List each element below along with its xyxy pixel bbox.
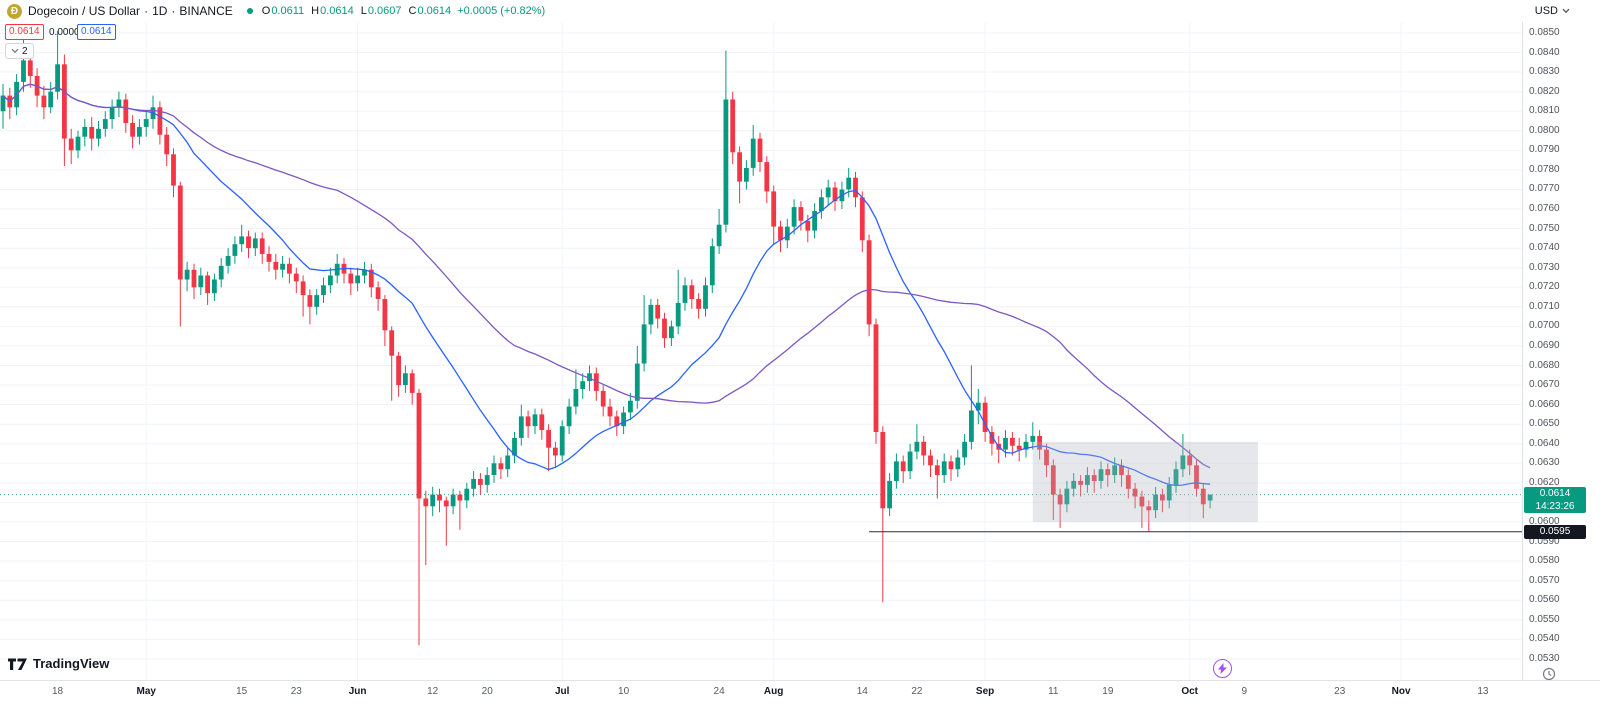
collapsed-indicators-chip[interactable]: 2 [5, 43, 34, 59]
time-axis[interactable]: 18 May 15 23 Jun 12 20 Jul 10 24 Aug 14 22 Sep 11 19 Oct… [0, 680, 1600, 710]
price-axis[interactable]: 0.0614 14:23:26 0.0595 0.0850 0.0840 0.083… [1522, 22, 1600, 680]
price-tick-label: 0.0810 [1529, 105, 1560, 117]
price-tick-label: 0.0790 [1529, 144, 1560, 156]
price-tick-label: 0.0590 [1529, 535, 1560, 547]
interval-label[interactable]: 1D [152, 4, 168, 18]
price-tick-label: 0.0850 [1529, 27, 1560, 38]
chevron-down-icon [11, 48, 19, 54]
price-tick-label: 0.0660 [1529, 398, 1560, 410]
last-price-value: 0.0614 [1539, 487, 1571, 499]
drawing-price-label-red[interactable]: 0.0614 [5, 24, 44, 40]
price-tick-label: 0.0570 [1529, 574, 1560, 586]
price-tick-label: 0.0650 [1529, 418, 1560, 430]
price-tick-label: 0.0640 [1529, 437, 1560, 449]
time-tick-label: 22 [911, 686, 923, 697]
time-tick-label: 23 [290, 686, 302, 697]
price-tick-label: 0.0770 [1529, 183, 1560, 195]
close-value: 0.0614 [417, 5, 452, 17]
support-price-label: 0.0595 [1524, 524, 1586, 539]
time-tick-label: Sep [975, 686, 995, 697]
time-tick-label: 11 [1048, 686, 1059, 697]
lightning-icon [1218, 663, 1227, 674]
time-tick-label: 24 [713, 686, 725, 697]
price-tick-label: 0.0700 [1529, 320, 1560, 332]
price-tick-label: 0.0780 [1529, 163, 1560, 175]
symbol-title[interactable]: Dogecoin / US Dollar [28, 4, 141, 18]
time-tick-label: 23 [1334, 686, 1346, 697]
dogecoin-icon: Ð [7, 3, 22, 19]
time-tick-label: Oct [1181, 686, 1198, 697]
price-tick-label: 0.0540 [1529, 633, 1560, 645]
close-label: C [408, 5, 417, 17]
price-tick-label: 0.0800 [1529, 124, 1560, 136]
time-tick-label: 14 [856, 686, 868, 697]
price-tick-label: 0.0710 [1529, 300, 1560, 312]
high-label: H [311, 5, 320, 17]
currency-label: USD [1534, 5, 1558, 17]
low-label: L [360, 5, 367, 17]
time-tick-label: 20 [481, 686, 493, 697]
high-value: 0.0614 [320, 5, 354, 17]
price-tick-label: 0.0670 [1529, 379, 1560, 391]
price-tick-label: 0.0820 [1529, 85, 1560, 97]
exchange-label[interactable]: BINANCE [179, 4, 233, 18]
price-tick-label: 0.0550 [1529, 613, 1560, 625]
time-tick-label: 15 [236, 686, 248, 697]
last-price-label: 0.0614 14:23:26 [1524, 486, 1586, 513]
countdown-timer: 14:23:26 [1535, 500, 1575, 512]
price-tick-label: 0.0680 [1529, 359, 1560, 371]
time-tick-label: Jun [348, 686, 367, 697]
time-tick-label: Jul [555, 686, 570, 697]
change-value: +0.0005 (+0.82%) [457, 5, 546, 17]
tv-logo-icon [8, 658, 27, 670]
brand-name: TradingView [33, 656, 110, 671]
time-tick-label: 12 [427, 686, 439, 697]
drawing-price-label-blue[interactable]: 0.0614 [77, 24, 116, 40]
separator-dot: · [171, 4, 176, 18]
price-tick-label: 0.0620 [1529, 476, 1560, 488]
open-label: O [261, 5, 271, 17]
price-tick-label: 0.0840 [1529, 46, 1560, 58]
time-tick-label: 18 [51, 686, 64, 697]
open-value: 0.0611 [271, 5, 305, 17]
tradingview-logo[interactable]: TradingView [8, 656, 109, 671]
price-tick-label: 0.0720 [1529, 281, 1560, 293]
price-tick-label: 0.0690 [1529, 339, 1560, 351]
ohlc-legend: O 0.0611 H 0.0614 L 0.0607 C 0.0614 +0.0005 … [255, 5, 545, 17]
currency-selector[interactable]: USD [1535, 5, 1570, 17]
drawing-value-label: 0.0000 [49, 27, 80, 38]
low-value: 0.0607 [367, 5, 402, 17]
chevron-down-icon [1562, 8, 1570, 14]
time-tick-label: 19 [1102, 686, 1114, 697]
price-tick-label: 0.0630 [1529, 457, 1560, 469]
price-tick-label: 0.0740 [1529, 242, 1560, 254]
price-tick-label: 0.0530 [1529, 652, 1560, 664]
quick-action-button[interactable] [1213, 659, 1232, 678]
time-tick-label: 9 [1241, 686, 1248, 697]
price-tick-label: 0.0580 [1529, 555, 1560, 567]
time-tick-label: Aug [763, 686, 784, 697]
time-tick-label: 13 [1477, 686, 1489, 697]
price-tick-label: 0.0760 [1529, 203, 1560, 215]
time-tick-label: May [136, 686, 156, 697]
price-tick-label: 0.0830 [1529, 66, 1560, 78]
price-tick-label: 0.0600 [1529, 516, 1560, 527]
clock-icon [1542, 667, 1556, 681]
collapsed-count: 2 [22, 45, 28, 57]
time-tick-label: Nov [1391, 686, 1411, 697]
price-tick-label: 0.0730 [1529, 261, 1560, 273]
separator-dot: · [144, 4, 149, 18]
time-tick-label: 10 [618, 686, 630, 697]
timezone-clock-button[interactable] [1542, 667, 1556, 681]
market-status-icon [246, 8, 253, 14]
price-tick-label: 0.0560 [1529, 594, 1560, 606]
price-tick-label: 0.0750 [1529, 222, 1560, 234]
